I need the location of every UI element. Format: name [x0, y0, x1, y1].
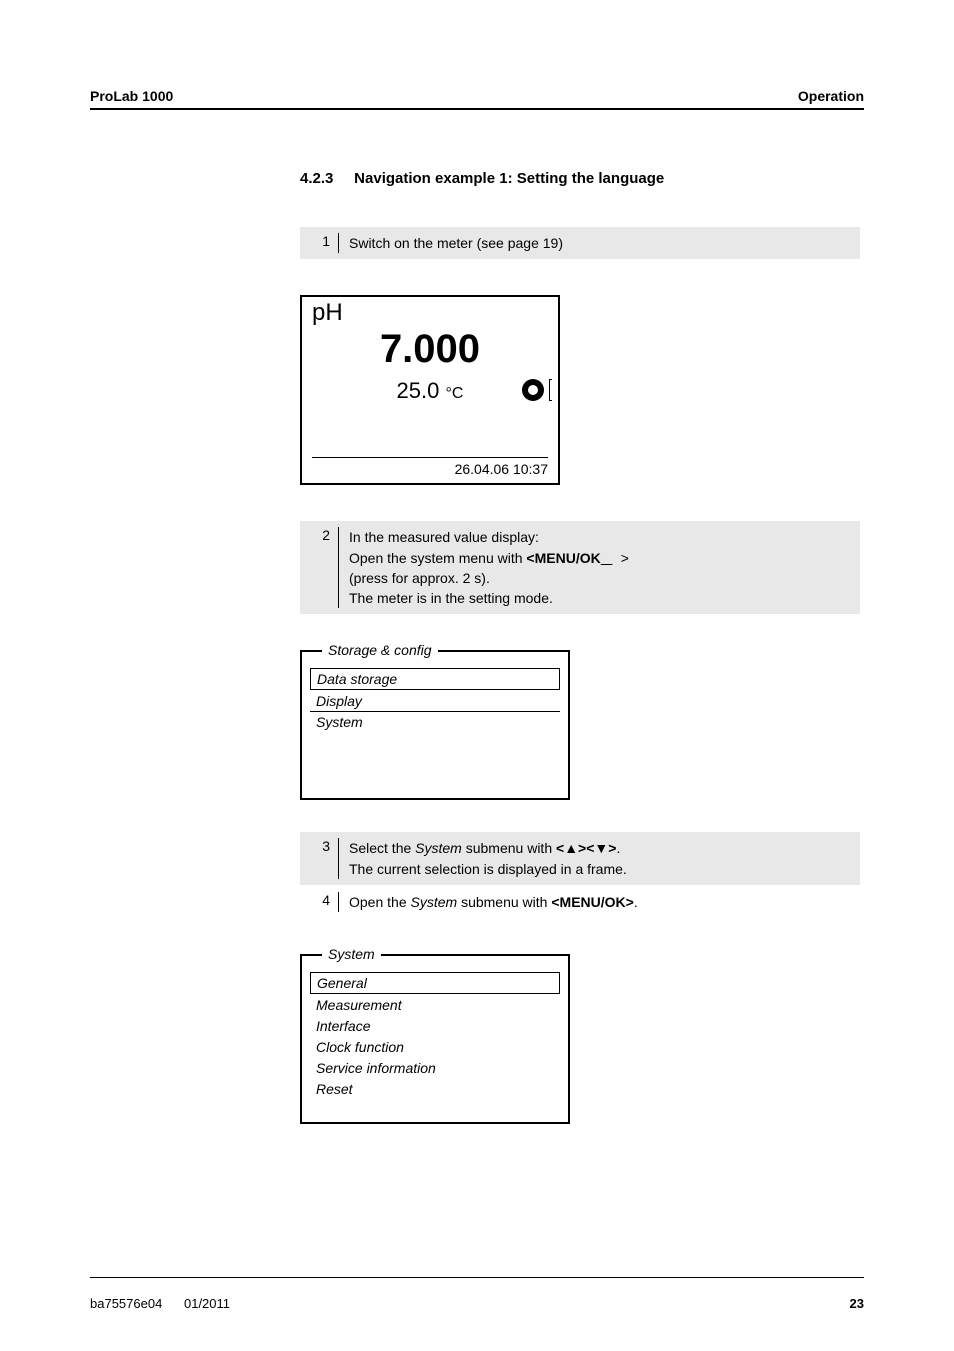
s4-t1: Open the: [349, 894, 411, 910]
step-text: Select the System submenu with <▲><▼>. T…: [339, 838, 627, 879]
step-2: 2 In the measured value display: Open th…: [300, 521, 860, 614]
step-3: 3 Select the System submenu with <▲><▼>.…: [300, 832, 860, 885]
step-text: Open the System submenu with <MENU/OK>.: [339, 892, 638, 912]
s3-t1: Select the: [349, 840, 415, 856]
menu-item-general[interactable]: General: [310, 972, 560, 994]
s4-t3: .: [634, 894, 638, 910]
page-footer: ba75576e04 01/2011 23: [90, 1277, 864, 1311]
step2-line2a: Open the system menu with: [349, 550, 526, 566]
step-text: In the measured value display: Open the …: [339, 527, 629, 608]
menu-item-display[interactable]: Display: [310, 691, 560, 712]
menu-item-interface[interactable]: Interface: [310, 1016, 560, 1037]
header-right: Operation: [798, 88, 864, 104]
header-left: ProLab 1000: [90, 88, 173, 104]
menu-item-measurement[interactable]: Measurement: [310, 995, 560, 1016]
step-number: 3: [303, 838, 339, 879]
ph-value: 7.000: [312, 327, 548, 372]
step2-line3: (press for approx. 2 s).: [349, 570, 490, 586]
menu-item-reset[interactable]: Reset: [310, 1079, 560, 1100]
menu-item-clock[interactable]: Clock function: [310, 1037, 560, 1058]
underscore-icon: [601, 548, 621, 568]
menu-storage-config: Storage & config Data storage Display Sy…: [300, 650, 570, 800]
s4-system: System: [411, 894, 458, 910]
footer-date: 01/2011: [184, 1296, 230, 1311]
step2-menu-key: <MENU/OK: [526, 550, 600, 566]
page-header: ProLab 1000 Operation: [90, 88, 864, 110]
step-text: Switch on the meter (see page 19): [339, 233, 563, 253]
step2-line1: In the measured value display:: [349, 529, 539, 545]
step2-line2c: >: [621, 550, 629, 566]
temp-value: 25.0 °C: [312, 378, 548, 404]
menu-item-data-storage[interactable]: Data storage: [310, 668, 560, 690]
step-number: 4: [303, 892, 339, 912]
device-datetime: 26.04.06 10:37: [312, 457, 548, 477]
menu-item-system[interactable]: System: [310, 712, 560, 733]
step-number: 2: [303, 527, 339, 608]
section-heading: Navigation example 1: Setting the langua…: [354, 170, 664, 187]
ph-label: pH: [312, 299, 343, 327]
device-display: pH 7.000 25.0 °C 26.04.06 10:37: [300, 295, 560, 485]
s4-menuok: <MENU/OK>: [551, 894, 633, 910]
footer-docid: ba75576e04: [90, 1296, 162, 1311]
sensor-icon-bar: [549, 379, 552, 401]
s3-arrows: <▲><▼>: [556, 840, 616, 856]
step-4: 4 Open the System submenu with <MENU/OK>…: [300, 886, 860, 918]
footer-left: ba75576e04 01/2011: [90, 1296, 230, 1311]
s3-line2: The current selection is displayed in a …: [349, 861, 627, 877]
step2-line4: The meter is in the setting mode.: [349, 590, 553, 606]
s3-t3: .: [616, 840, 620, 856]
temp-number: 25.0: [397, 378, 440, 403]
menu-title: Storage & config: [322, 642, 438, 658]
s3-t2: submenu with: [462, 840, 556, 856]
menu-item-service[interactable]: Service information: [310, 1058, 560, 1079]
section-number: 4.2.3: [300, 170, 350, 187]
menu-system: System General Measurement Interface Clo…: [300, 954, 570, 1124]
s3-system: System: [415, 840, 462, 856]
menu-title: System: [322, 946, 381, 962]
step-number: 1: [303, 233, 339, 253]
section-title: 4.2.3 Navigation example 1: Setting the …: [300, 170, 860, 187]
footer-page: 23: [850, 1296, 864, 1311]
temp-unit: °C: [446, 385, 464, 402]
s4-t2: submenu with: [457, 894, 551, 910]
step-group-3-4: 3 Select the System submenu with <▲><▼>.…: [300, 832, 860, 918]
step-1: 1 Switch on the meter (see page 19): [300, 227, 860, 259]
